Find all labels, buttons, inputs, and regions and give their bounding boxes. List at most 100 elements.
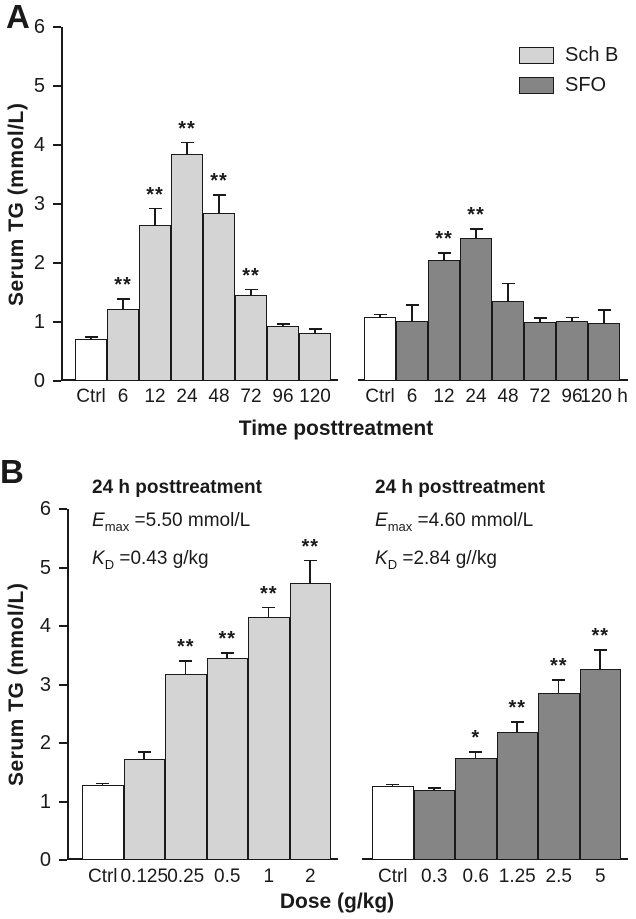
significance-label: **: [467, 204, 485, 227]
error-bar-cap: [501, 282, 515, 285]
kd-symbol: K: [375, 547, 388, 569]
chart-b-sfo: * ** ** **: [372, 509, 621, 860]
annotation-emax: Emax =5.50 mmol/L: [92, 510, 262, 534]
x-tick-label: 24: [176, 386, 198, 407]
legend-swatch-sfo: [519, 76, 554, 94]
error-bar-stem: [507, 282, 509, 303]
error-bar-cap: [96, 782, 110, 785]
error-bar-stem: [218, 194, 220, 214]
error-bar-stem: [282, 323, 284, 328]
y-tick-mark: [53, 321, 61, 323]
y-tick-label: 0: [39, 849, 51, 871]
error-bar-stem: [184, 660, 187, 675]
error-bar-cap: [597, 309, 611, 311]
error-bar-stem: [433, 787, 435, 792]
emax-symbol: E: [375, 510, 388, 531]
y-tick-mark: [59, 566, 67, 569]
x-tick-label: 2: [304, 866, 316, 887]
panel-a-x-axis-title: Time posttreatment: [238, 417, 434, 440]
panel-a-y-axis: 0 1 2 3 4 5 6: [0, 16, 63, 392]
x-tick-label: 0.6: [462, 866, 489, 887]
error-bar-cap: [533, 317, 547, 319]
emax-symbol: E: [92, 510, 105, 531]
x-tick-label: 48: [208, 386, 230, 407]
error-bar: [552, 679, 566, 695]
kd-subscript: D: [387, 556, 398, 572]
error-bar-stem: [267, 606, 270, 619]
bar-sfo-0.6: [455, 758, 497, 860]
error-bar: [373, 313, 387, 319]
chart-a-sfo: ** **: [364, 27, 620, 381]
significance-label: *: [471, 727, 481, 750]
y-tick-label: 6: [33, 16, 45, 38]
error-bar-stem: [314, 328, 316, 334]
bar-sch-b-0.125: [123, 759, 165, 860]
error-bar: [437, 252, 451, 262]
error-bar-stem: [154, 207, 156, 226]
error-bar: [244, 288, 258, 297]
error-bar-cap: [84, 336, 98, 338]
emax-value: =4.60 mmol/L: [412, 510, 534, 531]
error-bar-cap: [552, 679, 566, 681]
bar-sch-b-Ctrl: [75, 338, 107, 381]
bar-sch-b-120: [299, 332, 331, 381]
x-tick-label: 120 h: [580, 386, 628, 407]
emax-subscript: max: [387, 518, 413, 534]
error-bar: [386, 783, 400, 787]
panel-b-x-axis-title: Dose (g/kg): [279, 890, 395, 913]
x-tick-label: Ctrl: [87, 866, 118, 887]
error-bar: [469, 751, 483, 760]
y-tick-label: 3: [33, 193, 45, 215]
error-bar-stem: [516, 721, 518, 733]
error-bar: [180, 141, 194, 155]
legend-row-sch-b: Sch B: [519, 40, 618, 70]
x-tick-label: 24: [465, 386, 487, 407]
y-tick-label: 1: [33, 311, 45, 333]
bar-sfo-Ctrl: [372, 785, 414, 860]
annotation-panel-b-sfo: 24 h posttreatment Emax =4.60 mmol/L KD …: [375, 477, 545, 586]
y-tick-label: 3: [39, 673, 51, 696]
bar-sfo-96: [556, 321, 588, 381]
panel-b-y-axis: 0 1 2 3 4 5 6: [0, 498, 69, 871]
error-bar-cap: [262, 606, 276, 609]
x-tick-label: 5: [594, 866, 606, 887]
legend-label-sch-b: Sch B: [565, 43, 619, 66]
error-bar-cap: [427, 787, 441, 789]
error-bar: [597, 309, 611, 325]
error-bar: [427, 787, 441, 792]
error-bar-cap: [565, 316, 579, 319]
error-bar-stem: [411, 304, 413, 322]
error-bar-stem: [122, 298, 124, 311]
error-bar: [308, 328, 322, 334]
error-bar: [276, 323, 290, 328]
bar-sch-b-72: [235, 295, 267, 381]
bar-sfo-1.25: [496, 731, 538, 860]
chart-b-sch-b: ** ** ** **: [82, 509, 331, 860]
y-tick-label: 4: [33, 134, 45, 156]
significance-label: **: [178, 117, 196, 140]
y-tick-mark: [53, 85, 61, 87]
error-bar-stem: [226, 652, 228, 660]
significance-label: **: [259, 582, 278, 605]
error-bar-cap: [244, 288, 258, 291]
x-tick-label: 6: [117, 386, 129, 407]
y-tick-mark: [59, 508, 67, 510]
bar-sfo-12: [428, 260, 460, 381]
error-bar: [501, 282, 515, 303]
kd-subscript: D: [104, 556, 115, 572]
error-bar-stem: [186, 141, 188, 155]
error-bar-cap: [148, 207, 162, 210]
significance-label: **: [114, 274, 132, 297]
error-bar: [262, 606, 276, 619]
significance-label: **: [210, 170, 228, 193]
annotation-emax: Emax =4.60 mmol/L: [375, 510, 545, 534]
y-tick-mark: [53, 144, 61, 146]
error-bar: [148, 207, 162, 226]
x-tick-label: 1.25: [498, 866, 536, 887]
bar-sfo-48: [492, 301, 524, 381]
x-tick-label: 48: [497, 386, 519, 407]
annotation-panel-b-sch-b: 24 h posttreatment Emax =5.50 mmol/L KD …: [92, 477, 262, 586]
kd-value: =0.43 g/kg: [114, 547, 209, 569]
x-tick-label: 2.5: [545, 866, 572, 887]
